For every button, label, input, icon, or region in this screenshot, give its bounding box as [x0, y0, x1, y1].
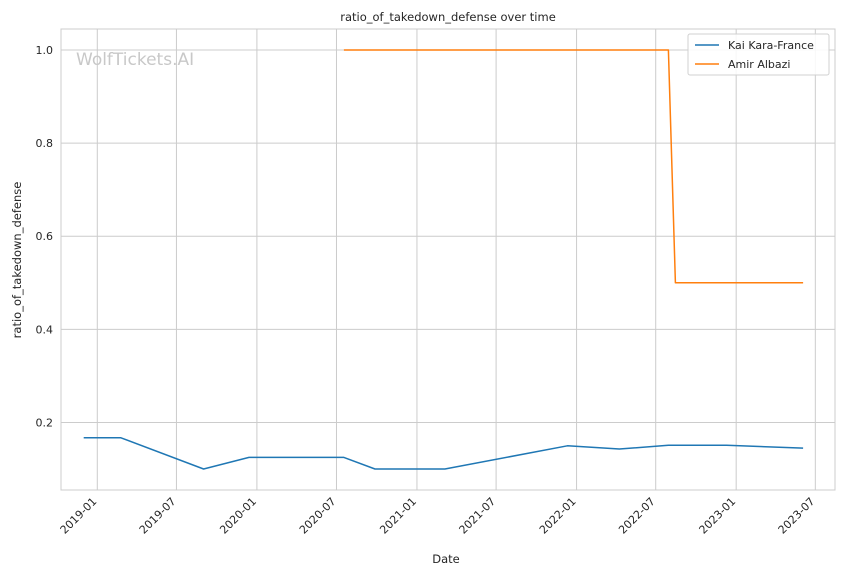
y-axis-label: ratio_of_takedown_defense	[10, 182, 24, 339]
legend-label-kai-kara-france: Kai Kara-France	[728, 39, 814, 52]
x-tick-label: 2022-07	[616, 495, 658, 537]
x-tick-label: 2019-01	[58, 495, 100, 537]
plot-area	[60, 28, 836, 491]
x-tick-label: 2021-01	[377, 495, 419, 537]
x-tick-label: 2023-01	[697, 495, 739, 537]
x-tick-label: 2021-07	[457, 495, 499, 537]
legend-label-amir-albazi: Amir Albazi	[728, 58, 790, 71]
legend: Kai Kara-France Amir Albazi	[687, 33, 830, 76]
series-line-amir-albazi	[343, 49, 804, 284]
y-tick-label: 0.4	[36, 323, 54, 336]
x-tick-label: 2019-07	[137, 495, 179, 537]
x-axis-label: Date	[432, 552, 460, 566]
y-tick-label: 0.8	[36, 137, 54, 150]
x-tick-label: 2020-07	[297, 495, 339, 537]
chart-title: ratio_of_takedown_defense over time	[340, 10, 556, 24]
y-tick-label: 0.2	[36, 416, 54, 429]
series-line-kai-kara-france	[83, 437, 804, 470]
x-tick-label: 2022-01	[537, 495, 579, 537]
x-tick-label: 2023-07	[776, 495, 818, 537]
y-tick-label: 1.0	[36, 44, 54, 57]
x-tick-label: 2020-01	[217, 495, 259, 537]
y-tick-labels: 0.2 0.4 0.6 0.8 1.0	[36, 44, 54, 430]
series-lines	[83, 49, 804, 470]
watermark: WolfTickets.AI	[76, 50, 194, 70]
y-tick-label: 0.6	[36, 230, 54, 243]
legend-box	[687, 33, 830, 76]
x-tick-labels: 2019-01 2019-07 2020-01 2020-07 2021-01 2021-…	[58, 495, 818, 537]
